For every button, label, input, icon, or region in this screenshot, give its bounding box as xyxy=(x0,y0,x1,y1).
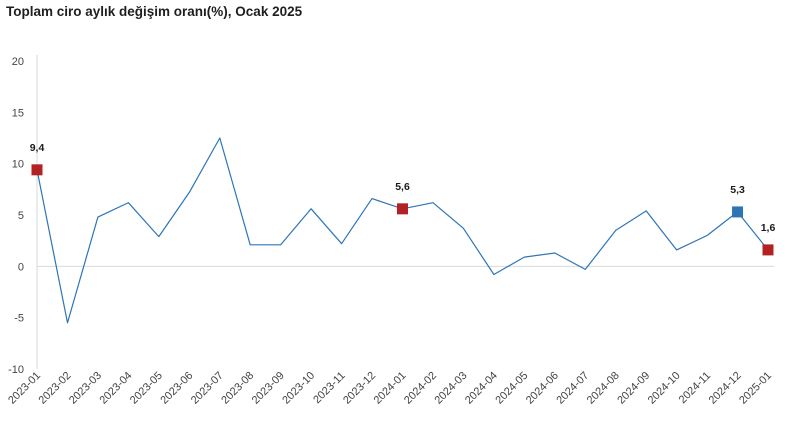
x-tick-label: 2023-05 xyxy=(128,370,165,407)
y-tick-label: 10 xyxy=(12,159,24,171)
x-tick-label: 2024-09 xyxy=(615,370,652,407)
data-label: 1,6 xyxy=(761,222,776,234)
data-label: 5,3 xyxy=(730,184,745,196)
data-label: 5,6 xyxy=(395,181,410,193)
y-tick-label: -10 xyxy=(8,364,24,376)
x-tick-label: 2024-06 xyxy=(524,370,561,407)
chart-title: Toplam ciro aylık değişim oranı(%), Ocak… xyxy=(6,4,303,19)
x-tick-label: 2024-08 xyxy=(585,370,622,407)
x-tick-label: 2024-03 xyxy=(433,370,470,407)
y-tick-label: 20 xyxy=(12,56,24,68)
data-label: 9,4 xyxy=(30,142,45,154)
y-tick-label: 15 xyxy=(12,107,24,119)
series-lines xyxy=(36,137,769,324)
x-tick-label: 2024-07 xyxy=(554,370,591,407)
y-axis-ticks: 20 15 10 5 0 -5 -10 xyxy=(8,56,24,376)
highlight-marker xyxy=(31,164,43,176)
x-tick-label: 2023-03 xyxy=(67,370,104,407)
highlight-marker xyxy=(762,244,774,256)
chart-axes xyxy=(36,55,774,369)
x-tick-label: 2024-12 xyxy=(707,370,744,407)
data-labels: 9,4 5,6 5,3 1,6 xyxy=(30,142,776,234)
x-tick-label: 2023-06 xyxy=(158,370,195,407)
x-tick-label: 2023-07 xyxy=(189,370,226,407)
x-tick-label: 2023-02 xyxy=(37,370,74,407)
x-tick-label: 2023-08 xyxy=(219,370,256,407)
y-tick-label: 0 xyxy=(18,261,24,273)
x-tick-label: 2024-02 xyxy=(402,370,439,407)
highlight-markers xyxy=(31,164,774,256)
x-tick-label: 2025-01 xyxy=(737,370,774,407)
highlight-marker xyxy=(397,203,408,215)
x-tick-label: 2023-04 xyxy=(97,370,134,407)
x-tick-label: 2024-05 xyxy=(493,370,530,407)
y-tick-label: 5 xyxy=(18,210,24,222)
series-line xyxy=(36,137,769,324)
x-tick-label: 2024-10 xyxy=(646,370,683,407)
x-tick-label: 2023-10 xyxy=(280,370,317,407)
x-tick-label: 2023-09 xyxy=(250,370,287,407)
x-tick-label: 2024-01 xyxy=(372,370,409,407)
highlight-marker xyxy=(732,206,744,218)
x-axis-ticks: 2023-012023-022023-032023-042023-052023-… xyxy=(6,370,774,407)
y-tick-label: -5 xyxy=(14,313,24,325)
x-tick-label: 2024-04 xyxy=(463,370,500,407)
x-tick-label: 2023-12 xyxy=(341,370,378,407)
